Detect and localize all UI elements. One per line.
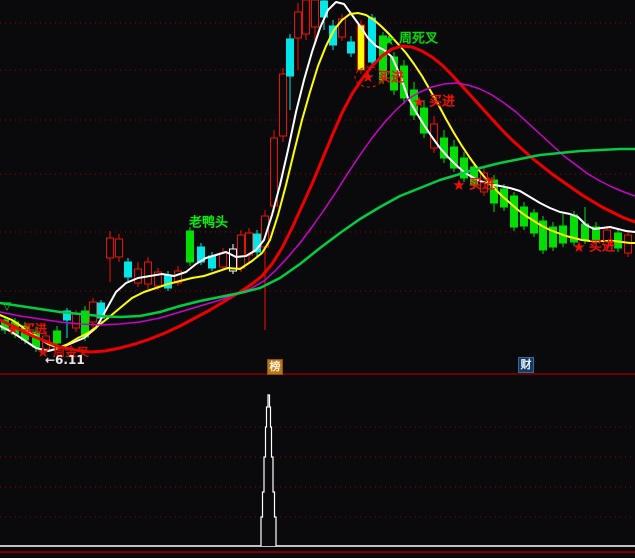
ma-white	[0, 1, 635, 352]
candle-body	[286, 38, 294, 77]
signal-star-icon: ★	[36, 343, 49, 361]
candle-body	[549, 226, 557, 248]
signal-label: 老鸭头	[188, 215, 228, 231]
candle-body	[144, 261, 152, 285]
candle-body	[154, 271, 162, 287]
ma-magenta	[0, 82, 635, 326]
candle-body	[400, 65, 408, 99]
candle-body	[539, 220, 547, 251]
candle	[115, 234, 123, 262]
candle-body	[329, 25, 337, 46]
candle-body	[390, 56, 398, 91]
signal-label: 买进	[469, 178, 495, 193]
candle-body	[357, 24, 365, 71]
candle-body	[164, 274, 172, 289]
candle	[549, 222, 557, 251]
signal-star-icon: ★	[452, 176, 465, 194]
signal-label: 周金叉	[53, 344, 90, 359]
markers-layer: ▽ ★ 买进 ★ 周金叉←6.11 老鸭头 ★ 周死叉 ★ 买进 ★ 买进 ★ 买进 ★ 买进	[3, 31, 615, 367]
candle	[450, 140, 458, 172]
candle	[347, 36, 355, 57]
candle	[106, 231, 114, 282]
candle-body	[106, 237, 114, 259]
signal-star-icon: ★	[6, 320, 19, 338]
candle-body	[510, 195, 518, 228]
signal-label: 买进	[378, 71, 404, 86]
candle-body	[89, 301, 97, 323]
signal-triangle-icon: ▽	[3, 300, 12, 313]
candle	[144, 257, 152, 289]
signal-star-icon: ★	[572, 238, 585, 256]
gridlines-layer	[0, 22, 635, 518]
signal-star-icon: ★	[412, 93, 425, 111]
signal-star-icon: ★	[361, 68, 374, 86]
signal-label: 买进	[23, 321, 47, 336]
candle-body	[311, 0, 319, 28]
ma-yellow	[0, 12, 635, 349]
candle-body	[134, 268, 142, 284]
signal-label: 买进	[589, 240, 615, 255]
candle-body	[115, 238, 123, 258]
candle	[279, 68, 287, 142]
signal-circle	[354, 66, 384, 88]
candle-body	[229, 248, 237, 272]
candle-body	[450, 146, 458, 169]
bang-tag-button[interactable]: 榜	[267, 359, 283, 375]
candle	[510, 192, 518, 231]
signal-label: 买进	[429, 95, 455, 110]
candle-body	[186, 230, 194, 263]
ma-green	[0, 147, 635, 319]
candle-body	[63, 310, 71, 321]
candle	[124, 258, 132, 281]
candle-body	[294, 11, 302, 39]
candle	[311, 0, 319, 44]
candle-body	[460, 157, 468, 179]
sub-indicator-layer	[0, 394, 635, 547]
signal-star-icon: ★	[382, 31, 395, 49]
signal-label: 周死叉	[399, 32, 439, 47]
candle-body	[279, 73, 287, 137]
candle	[53, 326, 61, 347]
cai-tag-button[interactable]: 财	[518, 357, 534, 373]
ma-red	[0, 44, 635, 354]
candle	[253, 230, 261, 256]
candle	[539, 216, 547, 254]
candle	[186, 227, 194, 266]
candle-body	[603, 229, 611, 246]
candle-body	[174, 270, 182, 284]
candle-body	[219, 252, 227, 268]
candle-body	[302, 0, 310, 35]
candle-body	[124, 261, 132, 278]
candle-body	[347, 41, 355, 54]
ma-lines-layer	[0, 1, 635, 354]
candle	[400, 60, 408, 104]
candle-body	[72, 313, 80, 329]
candle	[329, 20, 337, 50]
indicator-spike	[260, 394, 277, 546]
signal-label: ←6.11	[45, 353, 85, 367]
candle	[174, 266, 182, 286]
candle	[286, 34, 294, 110]
candle	[302, 0, 310, 40]
candle	[294, 3, 302, 70]
candle-body	[237, 234, 245, 269]
candle-body	[53, 330, 61, 344]
candle	[134, 262, 142, 287]
candle	[603, 226, 611, 249]
